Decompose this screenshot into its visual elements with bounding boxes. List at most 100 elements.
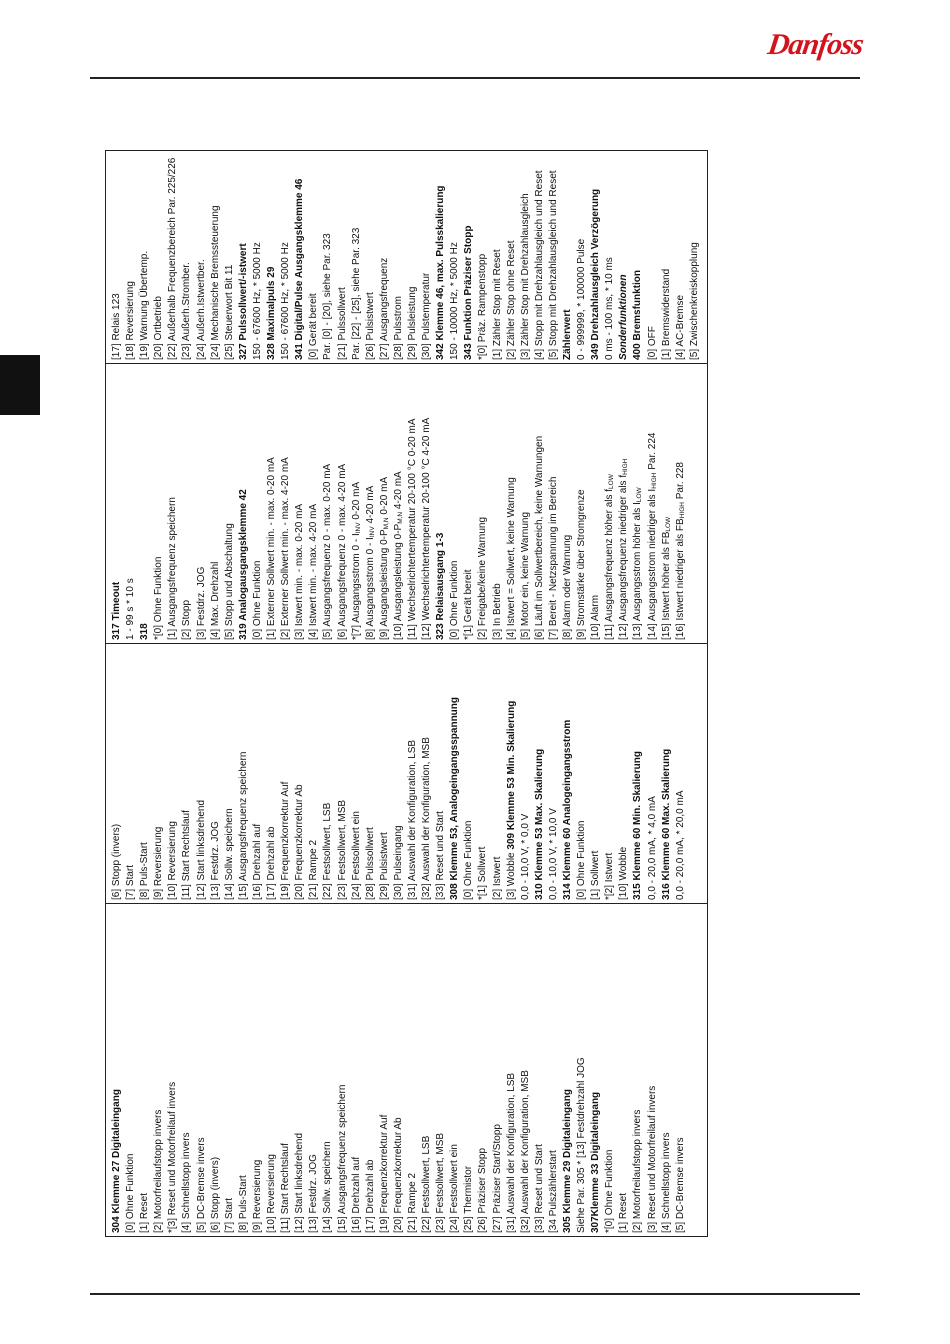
list-item: [21] Pulssollwert: [336, 287, 348, 360]
parameter-heading: 310 Klemme 53 Max. Skalierung: [533, 748, 545, 900]
text-segment: [8] Ausgangsstrom 0 - I: [364, 537, 376, 640]
text-segment: 4-20 mA: [364, 485, 376, 527]
parameter-heading: 341 Digital/Pulse Ausgangsklemme 46: [294, 178, 306, 360]
text-segment: [15] Istwert höher als FB: [660, 531, 672, 640]
list-item: [22] Außerhalb Frequenzbereich Par. 225/…: [167, 157, 179, 360]
list-item: [1] Zähler Stop mit Reset: [491, 249, 503, 360]
list-item: [3] Wobble 309 Klemme 53 Min. Skalierung: [505, 648, 519, 900]
list-item: [34 Pulszählerstart: [547, 1150, 559, 1233]
list-item: [12] Wechselrichtertemperatur 20-100 °C …: [421, 417, 433, 640]
list-item: [1] Externer Sollwert min. - max. 0-20 m…: [266, 457, 278, 640]
list-item: *[0] Ohne Funktion: [153, 556, 165, 640]
list-item: [10] Alarm: [590, 594, 602, 640]
list-item: [28] Pulsstrom: [392, 296, 404, 360]
list-item: [5] Motor ein, keine Warnung: [519, 511, 531, 640]
list-item: [4] Stopp mit Drehzahlausgleich und Rese…: [533, 170, 545, 360]
list-item: [22] Festsollwert, LSB: [421, 1135, 433, 1233]
list-item: *[0] Präz. Rampenstopp: [477, 253, 489, 360]
list-item: [8] Ausgangsstrom 0 - IINV 4-20 mA: [364, 368, 378, 640]
list-item: [18] Reversierung: [125, 281, 137, 360]
list-item: [4] Istwert min. - max. 4-20 mA: [308, 503, 320, 640]
subscript: HIGH: [622, 458, 630, 475]
parameter-heading: 315 Klemme 60 Min. Skalierung: [632, 751, 644, 900]
parameter-heading: 400 Bremsfunktion: [632, 269, 644, 360]
list-item: *[1] Gerät bereit: [463, 569, 475, 640]
list-item: [15] Istwert höher als FBLOW: [660, 368, 674, 640]
header-rule: [90, 77, 860, 79]
list-item: [21] Rampe 2: [308, 839, 320, 900]
text-segment: *[7] Ausgangsstrom 0 - I: [350, 533, 362, 640]
list-item: [1] Reset: [139, 1192, 151, 1233]
list-item: [23] Festsollwert, MSB: [336, 799, 348, 900]
list-item: [2] Motorfreilaufstopp invers: [632, 1109, 644, 1233]
parameter-heading: 305 Klemme 29 Digitaleingang: [562, 1089, 573, 1233]
list-item: [33] Reset und Start: [435, 811, 447, 900]
list-item: [20] Frequenzkorrektur Ab: [294, 784, 306, 900]
list-item: [11] Ausgangsfrequenz höher als fLOW: [603, 368, 617, 640]
list-item: [17] Drehzahl ab: [266, 826, 278, 900]
list-item: [32] Auswahl der Konfiguration, MSB: [519, 1070, 531, 1233]
text-segment: Par. 224: [646, 432, 658, 473]
list-item: [6] Ausgangsfrequenz 0 - max. 4-20 mA: [336, 463, 348, 640]
footer-rule: [90, 1293, 860, 1295]
list-item: [1] Reset: [618, 1192, 630, 1233]
list-item: [16] Drehzahl auf: [350, 1156, 362, 1233]
table-column-2: [6] Stopp (invers) [7] Start [8] Puls-Star…: [106, 644, 707, 904]
list-item: 150 - 10000 Hz, * 5000 Hz: [449, 242, 461, 360]
list-item: [30] Pulseingang: [392, 825, 404, 900]
list-item: Par. [22] - [25], siehe Par. 323: [350, 227, 362, 360]
text-segment: [13] Ausgangsstrom höher als I: [632, 502, 644, 640]
list-item: 0,0 - 20,0 mA, * 20,0 mA: [674, 790, 686, 901]
list-item: [25] Thermistor: [463, 1165, 475, 1233]
parameter-heading: 319 Analogausgangsklemme 42: [237, 489, 249, 640]
text-segment: [14] Ausgangsstrom niedriger als I: [646, 488, 658, 640]
subscript: M,N: [396, 511, 404, 524]
text-segment: 0-20 mA: [350, 481, 362, 523]
list-item: 150 - 67600 Hz, * 5000 Hz: [251, 242, 263, 360]
list-item: [5] Ausgangsfrequenz 0 - max. 0-20 mA: [322, 463, 334, 640]
list-item: [7] Start: [125, 864, 137, 900]
subscript: HIGH: [678, 502, 686, 519]
list-item: [10] Ausgangsleistung 0-PM,N 4-20 mA: [392, 368, 406, 640]
list-item: *[7] Ausgangsstrom 0 - IINV 0-20 mA: [350, 368, 364, 640]
list-item: [19] Frequenzkorrektur Auf: [280, 781, 292, 900]
subscript: INV: [354, 522, 362, 534]
list-item: [23] Außerh.Stromber.: [181, 262, 193, 360]
list-item: *[1] Sollwert: [477, 846, 489, 900]
list-item: 150 - 67600 Hz, * 5000 Hz: [280, 242, 292, 360]
list-item: [3] Zähler Stop mit Drehzahlausgleich: [519, 193, 531, 360]
list-item: [0] Ohne Funktion: [251, 560, 263, 641]
parameter-heading: 349 Drehzahlausgleich Verzögerung: [590, 188, 602, 360]
subscript: LOW: [608, 474, 616, 489]
list-item: 0 - 999999, * 100000 Pulse: [576, 238, 588, 360]
text-segment: 309 Klemme 53 Min. Skalierung: [505, 700, 517, 850]
list-item: 1 - 99 s * 10 s: [125, 578, 137, 640]
list-item: [2] Istwert: [491, 856, 503, 900]
list-item: [12] Start linksdrehend: [195, 799, 207, 900]
list-item: [13] Festdrz. JOG: [308, 1154, 320, 1233]
list-item: 0,0 - 10,0 V, * 10,0 V: [547, 808, 559, 900]
list-item: [24] Außerh.Istwertber.: [195, 259, 207, 360]
parameter-heading: Zählerwert: [562, 309, 573, 360]
list-item: [4] Schnellstopp invers: [660, 1132, 672, 1233]
text-segment: Par. 228: [674, 462, 686, 503]
list-item: [11] Start Rechtslauf: [280, 1143, 292, 1233]
list-item: [3] Reset und Motorfreilauf invers: [646, 1085, 658, 1233]
list-item: [9] Reversierung: [251, 1159, 263, 1233]
parameter-heading: 342 Klemme 46, max. Pulsskalierung: [435, 185, 447, 360]
list-item: [14] Sollw. speichern: [223, 808, 235, 900]
list-item: [20] Frequenzkorrektur Ab: [392, 1117, 404, 1233]
list-item: [20] Ortbetrieb: [153, 296, 165, 360]
list-item: [4] AC-Bremse: [674, 294, 686, 360]
list-item: [0] Ohne Funktion: [463, 820, 475, 901]
list-item: [9] Reversierung: [153, 826, 165, 900]
list-item: [12] Start linksdrehend: [294, 1132, 306, 1233]
list-item: [10] Reversierung: [167, 821, 179, 900]
list-item: [27] Ausgangsfrequenz: [378, 257, 390, 360]
parameter-heading: 316 Klemme 60 Max. Skalierung: [660, 748, 672, 900]
list-item: [15] Ausgangsfrequenz speichern: [336, 1084, 348, 1233]
list-item: [2] Zähler Stop ohne Reset: [505, 240, 517, 360]
list-item: [5] Stopp mit Drehzahlausgleich und Rese…: [547, 170, 559, 360]
list-item: [0] OFF: [646, 326, 658, 360]
list-item: [0] Ohne Funktion: [125, 1153, 137, 1234]
